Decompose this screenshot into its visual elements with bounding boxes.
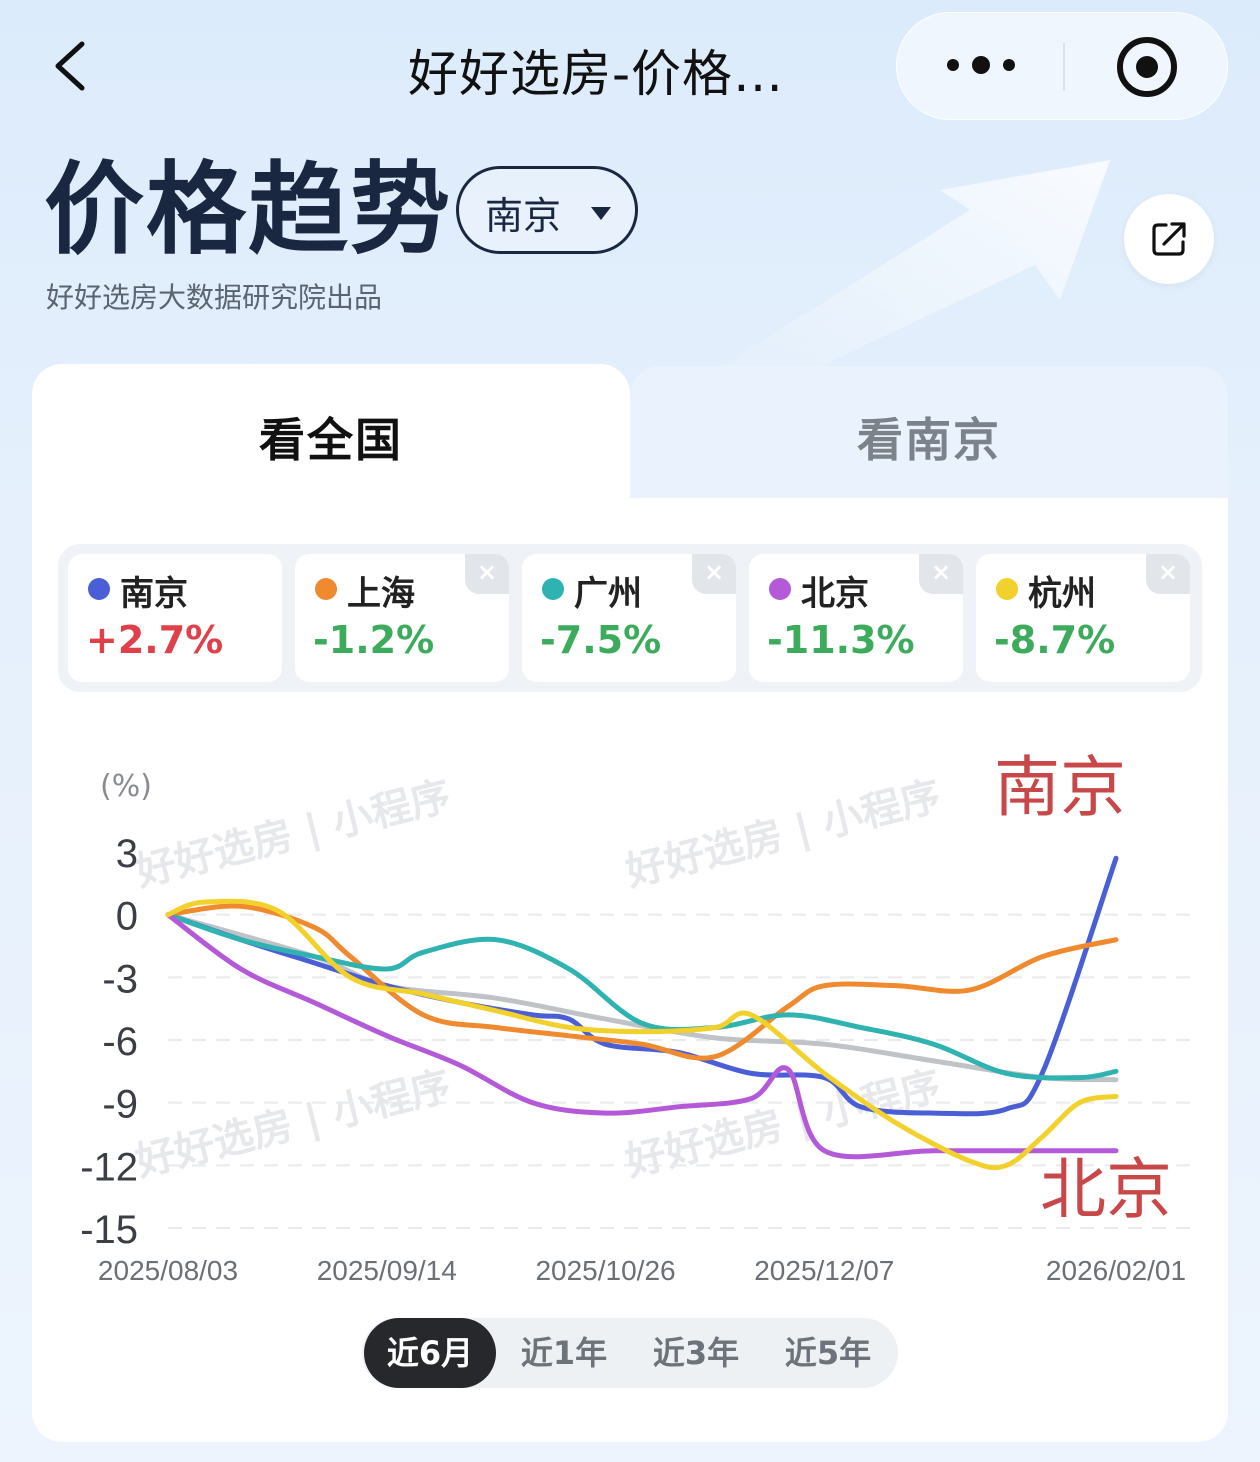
y-tick-label: -6 (102, 1020, 138, 1064)
legend-change-value: -11.3% (767, 618, 915, 662)
annotation-beijing: 北京 (1040, 1151, 1172, 1228)
annotation-nanjing: 南京 (994, 749, 1126, 826)
tab-national-label: 看全国 (259, 413, 403, 467)
tab-nanjing[interactable]: 看南京 (630, 366, 1228, 498)
chevron-left-icon (55, 41, 85, 91)
range-option[interactable]: 近3年 (652, 1334, 740, 1372)
series-line (165, 903, 1119, 1061)
legend-dot (542, 578, 564, 600)
range-option[interactable]: 近6月 (364, 1318, 496, 1388)
legend-change-value: -8.7% (994, 618, 1116, 662)
legend-change-value: -1.2% (313, 618, 435, 662)
x-tick-label: 2026/02/01 (1046, 1255, 1186, 1286)
page-title: 价格趋势 (44, 151, 452, 268)
legend-dot (88, 578, 110, 600)
target-icon (1117, 37, 1177, 97)
x-tick-label: 2025/08/03 (98, 1255, 238, 1286)
legend-item[interactable]: 南京 +2.7% (68, 554, 282, 682)
tab-nanjing-label: 看南京 (857, 413, 1001, 467)
y-tick-label: -15 (80, 1208, 138, 1252)
share-button[interactable] (1124, 194, 1214, 284)
remove-city-button[interactable]: × (465, 554, 509, 594)
y-tick-label: -3 (102, 957, 138, 1001)
legend-city-name: 广州 (574, 574, 642, 614)
more-dots-icon (947, 56, 1015, 74)
close-icon: × (1157, 558, 1179, 586)
y-tick-label: -9 (102, 1083, 138, 1127)
x-tick-label: 2025/12/07 (754, 1255, 894, 1286)
watermark-text: 好好选房 | 小程序 (620, 773, 945, 897)
y-tick-label: -12 (80, 1145, 138, 1189)
legend-dot (769, 578, 791, 600)
legend-item[interactable]: 广州 -7.5% × (522, 554, 736, 682)
back-button[interactable] (44, 36, 104, 96)
remove-city-button[interactable]: × (919, 554, 963, 594)
legend-city-name: 杭州 (1028, 574, 1096, 614)
legend-city-name: 北京 (801, 574, 869, 614)
legend-item[interactable]: 上海 -1.2% × (295, 554, 509, 682)
legend-change-value: +2.7% (86, 618, 224, 662)
legend-dot (315, 578, 337, 600)
legend-city-name: 上海 (347, 574, 415, 614)
watermark-text: 好好选房 | 小程序 (130, 1063, 455, 1187)
legend-change-value: -7.5% (540, 618, 662, 662)
more-button[interactable] (941, 45, 1021, 85)
close-icon: × (703, 558, 725, 586)
y-tick-label: 0 (116, 895, 138, 939)
page-subtitle: 好好选房大数据研究院出品 (46, 281, 383, 314)
tab-national[interactable]: 看全国 (32, 364, 630, 544)
legend-item[interactable]: 杭州 -8.7% × (976, 554, 1190, 682)
nav-title: 好好选房-价格… (408, 45, 785, 103)
capsule-divider (1063, 43, 1065, 91)
range-option[interactable]: 近1年 (520, 1334, 608, 1372)
legend-item[interactable]: 北京 -11.3% × (749, 554, 963, 682)
close-icon: × (476, 558, 498, 586)
watermark-text: 好好选房 | 小程序 (130, 773, 455, 897)
close-mini-program-button[interactable] (1115, 35, 1179, 99)
x-tick-label: 2025/10/26 (535, 1255, 675, 1286)
remove-city-button[interactable]: × (1146, 554, 1190, 594)
share-icon (1152, 222, 1186, 256)
series-line (165, 912, 1119, 1081)
close-icon: × (930, 558, 952, 586)
mini-program-capsule (896, 12, 1228, 120)
range-option[interactable]: 近5年 (784, 1334, 872, 1372)
series-line (165, 912, 1119, 1160)
series-line (165, 898, 1119, 1171)
remove-city-button[interactable]: × (692, 554, 736, 594)
background-arrow-graphic (700, 160, 1110, 390)
city-select[interactable]: 南京 (456, 166, 638, 254)
series-line (165, 855, 1119, 1117)
legend-city-name: 南京 (120, 574, 188, 614)
legend-dot (996, 578, 1018, 600)
caret-down-icon (591, 207, 611, 220)
y-tick-label: 3 (116, 832, 138, 876)
y-axis-label: (%) (100, 769, 152, 804)
x-tick-label: 2025/09/14 (317, 1255, 457, 1286)
city-select-label: 南京 (485, 194, 562, 238)
